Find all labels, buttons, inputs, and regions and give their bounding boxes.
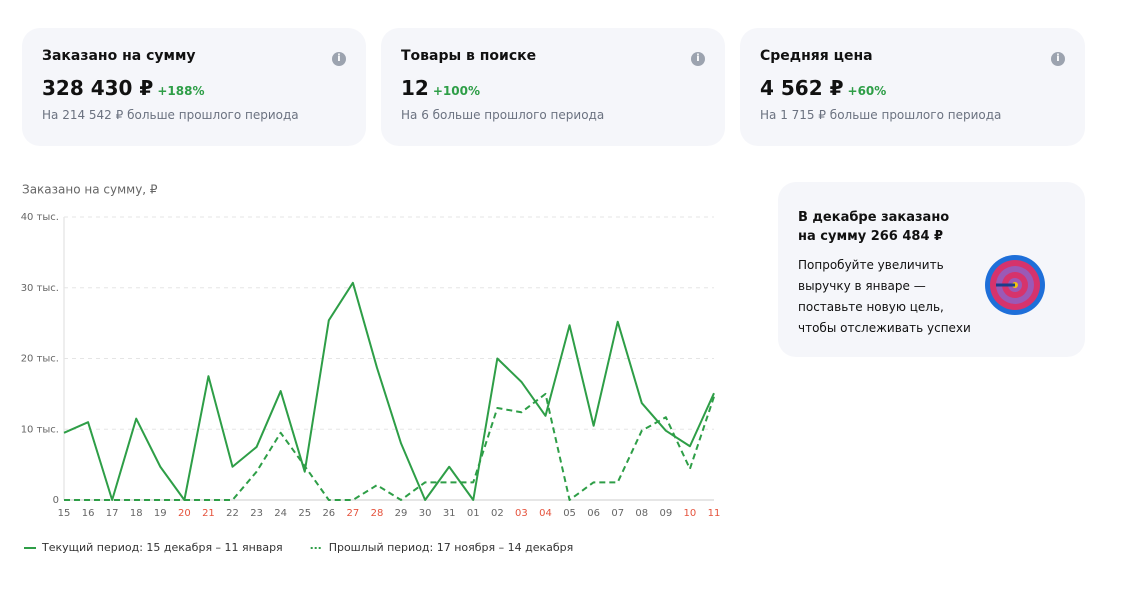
x-tick-label: 10 — [684, 508, 697, 519]
y-tick-label: 10 тыс. — [21, 424, 59, 435]
x-tick-label: 22 — [226, 508, 239, 519]
y-tick-label: 30 тыс. — [21, 283, 59, 294]
card: Средняя цена 4 562 ₽ +60% На 1 715 ₽ боль… — [740, 28, 1085, 146]
x-tick-label: 25 — [298, 508, 311, 519]
x-tick-label: 07 — [611, 508, 624, 519]
info-icon[interactable]: i — [1051, 52, 1065, 66]
x-tick-label: 15 — [58, 508, 71, 519]
line: на сумму 266 484 ₽ — [798, 229, 944, 244]
y-tick-label: 40 тыс. — [21, 212, 59, 223]
series-line — [63, 281, 715, 501]
x-tick-label: 20 — [178, 508, 191, 519]
card-delta: +100% — [432, 84, 480, 98]
x-tick-label: 08 — [635, 508, 648, 519]
line: Попробуйте увеличить — [798, 258, 944, 272]
card-delta: +188% — [157, 84, 205, 98]
x-tick-label: 03 — [515, 508, 528, 519]
card-value: 12 — [401, 76, 429, 100]
x-tick-label: 28 — [371, 508, 384, 519]
legend-label: Прошлый период: 17 ноября – 14 декабря — [329, 541, 574, 554]
target-icon — [985, 255, 1045, 315]
x-tick-label: 05 — [563, 508, 576, 519]
card: Товары в поиске 12 +100% На 6 больше прош… — [381, 28, 725, 146]
goal-text: Попробуйте увеличить выручку в январе — по… — [798, 255, 1065, 339]
legend-label: Текущий период: 15 декабря – 11 января — [41, 541, 283, 554]
card-note: На 1 715 ₽ больше прошлого периода — [760, 108, 1002, 122]
goal-card: В декабре заказано на сумму 266 484 ₽ Поп… — [778, 182, 1085, 357]
y-tick-label: 20 тыс. — [21, 354, 59, 365]
x-tick-label: 18 — [130, 508, 143, 519]
x-tick-label: 04 — [539, 508, 552, 519]
x-tick-label: 19 — [154, 508, 167, 519]
x-tick-label: 11 — [708, 508, 721, 519]
x-tick-label: 29 — [395, 508, 408, 519]
card-title: Средняя цена — [760, 48, 873, 64]
card-note: На 6 больше прошлого периода — [401, 108, 605, 122]
goal-title: В декабре заказано на сумму 266 484 ₽ — [798, 208, 1065, 246]
line: выручку в январе — — [798, 279, 926, 293]
y-tick-label: 0 — [53, 495, 59, 506]
card-value: 328 430 ₽ — [42, 76, 154, 100]
card-note: На 214 542 ₽ больше прошлого периода — [42, 108, 299, 122]
line: В декабре заказано — [798, 210, 950, 225]
x-tick-label: 26 — [322, 508, 335, 519]
card-value: 4 562 ₽ — [760, 76, 844, 100]
card-title: Товары в поиске — [401, 48, 537, 64]
x-tick-label: 17 — [106, 508, 119, 519]
card: Заказано на сумму 328 430 ₽ +188% На 214 … — [22, 28, 366, 146]
chart-title: Заказано на сумму, ₽ — [22, 183, 158, 197]
x-tick-label: 02 — [491, 508, 504, 519]
x-tick-label: 23 — [250, 508, 263, 519]
card-delta: +60% — [847, 84, 887, 98]
x-tick-label: 09 — [659, 508, 672, 519]
card-title: Заказано на сумму — [42, 48, 196, 64]
x-tick-label: 01 — [467, 508, 480, 519]
x-tick-label: 06 — [587, 508, 600, 519]
x-tick-label: 16 — [82, 508, 95, 519]
x-tick-label: 30 — [419, 508, 432, 519]
line: чтобы отслеживать успехи — [798, 321, 971, 335]
info-icon[interactable]: i — [691, 52, 705, 66]
x-tick-label: 31 — [443, 508, 456, 519]
x-tick-label: 24 — [274, 508, 287, 519]
x-tick-label: 21 — [202, 508, 215, 519]
info-icon[interactable]: i — [332, 52, 346, 66]
line: поставьте новую цель, — [798, 300, 944, 314]
chart: Заказано на сумму, ₽ 0 10 тыс. 20 тыс. 30 т… — [21, 183, 721, 555]
series-line — [64, 392, 715, 501]
x-tick-label: 27 — [347, 508, 360, 519]
